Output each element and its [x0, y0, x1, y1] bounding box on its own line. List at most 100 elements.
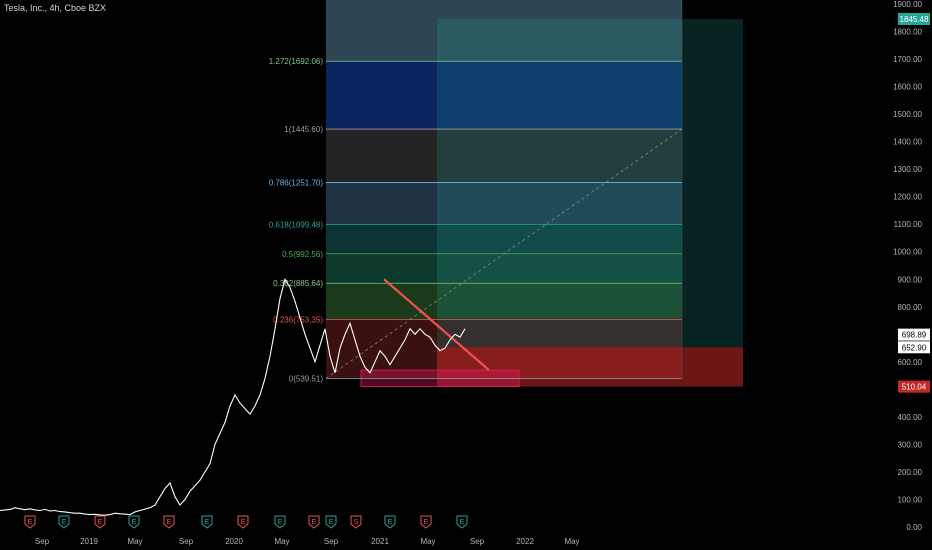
x-tick-label: 2022	[516, 537, 534, 546]
x-tick-label: May	[274, 537, 289, 546]
y-tick-label: 1500.00	[893, 110, 922, 119]
marker-letter: E	[424, 519, 429, 526]
marker-shape	[456, 515, 468, 529]
earnings-marker: E	[94, 515, 106, 529]
marker-shape	[128, 515, 140, 529]
marker-letter: S	[354, 519, 359, 526]
price-label-bg	[898, 328, 930, 341]
y-tick-label: 1800.00	[893, 28, 922, 37]
fib-label: 0.786(1251.70)	[269, 178, 324, 187]
fib-label: 1.272(1692.06)	[269, 57, 324, 66]
marker-letter: E	[132, 519, 137, 526]
marker-letter: E	[312, 519, 317, 526]
x-tick-label: Sep	[179, 537, 194, 546]
stop-zone	[437, 347, 743, 387]
y-tick-label: 1200.00	[893, 193, 922, 202]
target-zone	[437, 19, 743, 348]
fib-levels: 1.272(1692.06) 1(1445.60) 0.786(1251.70) 0.…	[269, 0, 683, 383]
fib-label: 0.382(885.64)	[273, 279, 323, 288]
projection-line	[325, 128, 683, 379]
fib-zone	[326, 283, 682, 320]
y-tick-label: 1400.00	[893, 138, 922, 147]
price-label: 698.89	[902, 331, 927, 340]
x-tick-label: May	[127, 537, 142, 546]
earnings-marker: E	[325, 515, 337, 529]
marker-shape	[94, 515, 106, 529]
y-tick-label: 1000.00	[893, 248, 922, 257]
marker-shape	[350, 515, 362, 529]
y-tick-label: 1100.00	[894, 220, 923, 229]
x-tick-label: 2019	[80, 537, 98, 546]
y-tick-label: 300.00	[898, 440, 923, 449]
earnings-marker: S	[350, 515, 362, 529]
marker-shape	[420, 515, 432, 529]
marker-letter: E	[28, 519, 33, 526]
earnings-marker: E	[58, 515, 70, 529]
earnings-marker: E	[456, 515, 468, 529]
fib-zones	[326, 0, 743, 388]
trend-line	[383, 278, 490, 371]
x-tick-label: 2021	[371, 537, 389, 546]
y-tick-label: 200.00	[898, 468, 923, 477]
marker-letter: E	[167, 519, 172, 526]
fib-zone	[326, 253, 682, 284]
drawings	[325, 128, 683, 379]
marker-shape	[163, 515, 175, 529]
marker-shape	[237, 515, 249, 529]
price-line	[0, 277, 466, 516]
marker-letter: E	[329, 519, 334, 526]
marker-letter: E	[241, 519, 246, 526]
y-tick-label: 900.00	[898, 275, 923, 284]
y-tick-label: 100.00	[898, 495, 923, 504]
earnings-marker: E	[201, 515, 213, 529]
y-tick-label: 1900.00	[893, 0, 922, 9]
price-label-bg	[898, 13, 930, 26]
y-tick-label: 400.00	[898, 413, 923, 422]
x-tick-label: Sep	[324, 537, 339, 546]
fib-zone	[326, 129, 682, 183]
y-axis-bg	[897, 0, 932, 550]
earnings-marker: E	[237, 515, 249, 529]
marker-letter: E	[205, 519, 210, 526]
marker-shape	[24, 515, 36, 529]
marker-shape	[308, 515, 320, 529]
price-series	[0, 277, 466, 516]
x-axis: Sep 2019 May Sep 2020 May Sep 2021 May Sep 2022 May	[35, 537, 580, 546]
earnings-marker: E	[163, 515, 175, 529]
fib-zone	[326, 61, 682, 130]
marker-letter: E	[460, 519, 465, 526]
earnings-marker: E	[24, 515, 36, 529]
earnings-marker: E	[420, 515, 432, 529]
marker-shape	[325, 515, 337, 529]
fib-label: 0.236(753.35)	[273, 316, 323, 325]
fib-zone	[326, 224, 682, 254]
price-labels: 1845.48 698.89 652.90 510.04	[898, 13, 930, 393]
earnings-marker: E	[274, 515, 286, 529]
fib-label: 0(539.51)	[289, 374, 324, 383]
x-tick-label: May	[420, 537, 435, 546]
marker-letter: E	[62, 519, 67, 526]
marker-letter: E	[278, 519, 283, 526]
marker-shape	[384, 515, 396, 529]
marker-shape	[201, 515, 213, 529]
y-tick-label: 1300.00	[893, 165, 922, 174]
y-tick-label: 0.00	[906, 523, 922, 532]
price-label: 1845.48	[900, 15, 929, 24]
price-label: 652.90	[902, 343, 927, 352]
marker-letter: E	[98, 519, 103, 526]
y-tick-label: 1600.00	[893, 83, 922, 92]
marker-letter: E	[388, 519, 393, 526]
marker-shape	[58, 515, 70, 529]
fib-zone	[326, 0, 682, 62]
x-tick-label: May	[564, 537, 579, 546]
x-tick-label: 2020	[225, 537, 243, 546]
fib-label: 0.5(992.56)	[282, 250, 323, 259]
price-label-bg	[898, 341, 930, 354]
earnings-marker: E	[384, 515, 396, 529]
chart-title: Tesla, Inc., 4h, Cboe BZX	[4, 3, 107, 13]
earnings-marker: E	[308, 515, 320, 529]
y-axis: 1900.00 1800.00 1700.00 1600.00 1500.00 1400.…	[893, 0, 932, 550]
x-tick-label: Sep	[35, 537, 50, 546]
